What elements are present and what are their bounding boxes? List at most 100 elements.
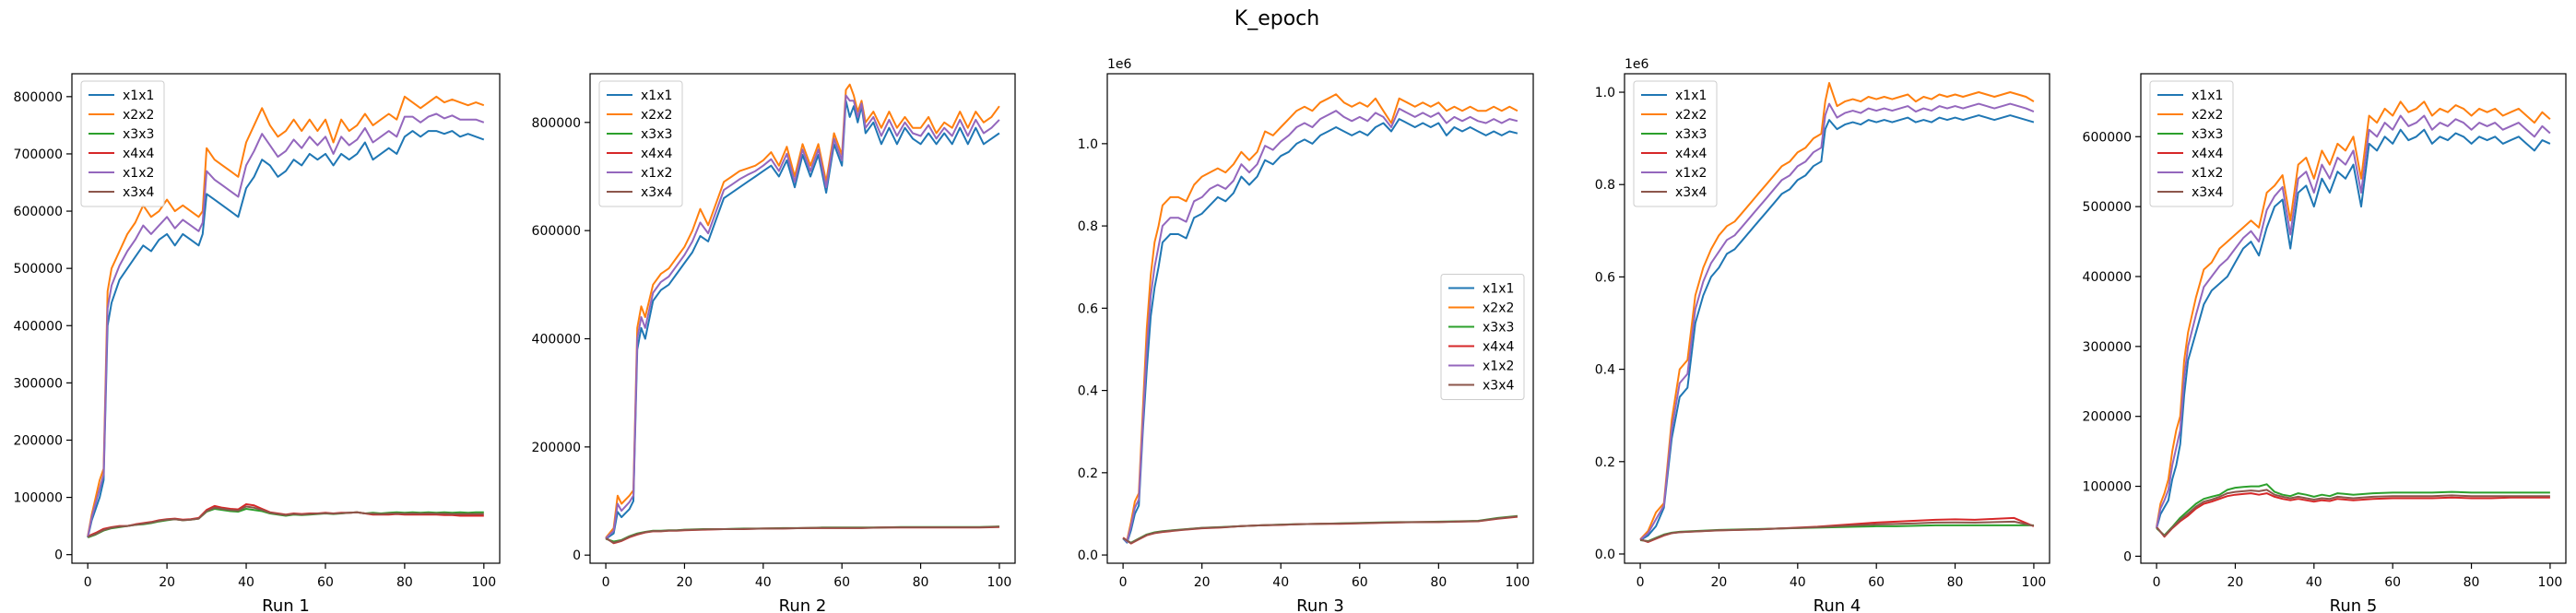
legend-label-x1x1: x1x1	[123, 88, 154, 103]
legend-label-x3x3: x3x3	[641, 127, 672, 142]
legend-label-x4x4: x4x4	[1483, 340, 1514, 355]
series-line-x4x4	[87, 503, 484, 537]
series-line-x1x1	[2156, 128, 2551, 529]
y-tick-label: 0	[573, 548, 581, 563]
x-tick-label: 0	[2153, 575, 2161, 590]
y-tick-label: 0	[54, 548, 63, 563]
subplot-3: 0 20 40 60 80 100 0.0 0.2 0.4 0.6 0.8 1.0 1e6 Run 3 x1…	[1078, 57, 1534, 613]
axis-scale-label: 1e6	[1107, 57, 1132, 72]
series-line-x2x2	[605, 83, 1000, 539]
x-tick-label: 100	[987, 575, 1012, 590]
series-line-x3x4	[87, 505, 484, 538]
series-line-x1x2	[2156, 114, 2551, 528]
x-axis-label: Run 4	[1814, 596, 1861, 613]
subplot-2: 0 20 40 60 80 100 0 200000 400000 600000 800000 Run…	[532, 73, 1016, 613]
series-group	[2156, 100, 2551, 538]
y-tick-label: 700000	[14, 147, 63, 162]
series-line-x3x4	[1122, 515, 1518, 545]
x-tick-label: 20	[677, 575, 693, 590]
x-tick-label: 20	[1711, 575, 1728, 590]
series-line-x4x4	[605, 525, 999, 545]
legend-label-x1x1: x1x1	[1483, 282, 1514, 297]
legend: x1x1 x2x2 x3x3 x4x4 x1x2 x3x4	[1440, 274, 1525, 400]
legend-label-x3x4: x3x4	[641, 185, 672, 200]
x-axis-label: Run 3	[1296, 596, 1344, 613]
x-tick-label: 60	[317, 575, 334, 590]
x-tick-label: 40	[755, 575, 772, 590]
x-tick-label: 0	[1637, 575, 1645, 590]
legend: x1x1 x2x2 x3x3 x4x4 x1x2 x3x4	[80, 80, 165, 207]
x-axis-label: Run 5	[2330, 596, 2378, 613]
legend-label-x3x3: x3x3	[1675, 127, 1707, 142]
legend-label-x3x3: x3x3	[123, 127, 154, 142]
x-tick-label: 80	[913, 575, 929, 590]
legend-label-x4x4: x4x4	[1675, 147, 1707, 161]
x-tick-label: 0	[84, 575, 92, 590]
y-tick-label: 0.4	[1595, 363, 1615, 378]
x-tick-label: 0	[602, 575, 610, 590]
legend-label-x3x4: x3x4	[2192, 185, 2223, 200]
y-tick-label: 200000	[14, 433, 63, 448]
y-tick-label: 200000	[2083, 410, 2132, 425]
y-tick-label: 0.8	[1595, 178, 1615, 193]
y-tick-label: 0.2	[1078, 466, 1098, 481]
x-tick-label: 60	[1352, 575, 1368, 590]
y-tick-label: 300000	[2083, 340, 2132, 355]
axes-frame	[71, 73, 501, 564]
legend-label-x1x2: x1x2	[1675, 166, 1707, 181]
series-line-x2x2	[1639, 82, 2035, 540]
legend-label-x3x4: x3x4	[1483, 379, 1514, 394]
axes-frame	[1624, 73, 2050, 564]
x-tick-label: 40	[1790, 575, 1806, 590]
legend-label-x4x4: x4x4	[641, 147, 672, 161]
x-tick-label: 100	[1506, 575, 1530, 590]
y-tick-label: 1.0	[1078, 137, 1098, 152]
x-tick-label: 80	[1947, 575, 1964, 590]
subplot-5: 0 20 40 60 80 100 0 100000 200000 300000 400000 500…	[2083, 73, 2567, 613]
legend-label-x1x1: x1x1	[2192, 88, 2223, 103]
x-tick-label: 60	[833, 575, 850, 590]
legend-label-x1x1: x1x1	[1675, 88, 1707, 103]
series-line-x3x4	[1639, 520, 2035, 543]
y-tick-label: 0.6	[1595, 270, 1615, 285]
series-line-x1x2	[1122, 107, 1518, 543]
legend-label-x1x1: x1x1	[641, 88, 672, 103]
series-group	[605, 83, 1000, 545]
y-tick-label: 100000	[2083, 480, 2132, 495]
legend-label-x1x2: x1x2	[2192, 166, 2223, 181]
y-tick-label: 600000	[14, 205, 63, 219]
axes-frame	[589, 73, 1016, 564]
y-tick-label: 0.4	[1078, 384, 1098, 399]
legend-box	[1633, 80, 1718, 207]
y-tick-label: 0.0	[1078, 548, 1098, 563]
legend-label-x2x2: x2x2	[641, 108, 672, 123]
series-line-x4x4	[2156, 492, 2550, 538]
axis-scale-label: 1e6	[1625, 57, 1649, 72]
legend-label-x1x2: x1x2	[1483, 360, 1514, 374]
legend-label-x3x4: x3x4	[1675, 185, 1707, 200]
y-tick-label: 0.8	[1078, 219, 1098, 234]
y-tick-label: 600000	[532, 224, 581, 239]
legend-box	[598, 80, 683, 207]
y-tick-label: 300000	[14, 376, 63, 391]
x-tick-label: 80	[2464, 575, 2480, 590]
x-tick-label: 60	[1868, 575, 1885, 590]
x-tick-label: 60	[2384, 575, 2401, 590]
y-tick-label: 100000	[14, 491, 63, 506]
y-tick-label: 600000	[2083, 130, 2132, 145]
legend: x1x1 x2x2 x3x3 x4x4 x1x2 x3x4	[598, 80, 683, 207]
legend-box	[80, 80, 165, 207]
legend-box	[1440, 274, 1525, 400]
legend: x1x1 x2x2 x3x3 x4x4 x1x2 x3x4	[1633, 80, 1718, 207]
x-tick-label: 80	[1430, 575, 1447, 590]
subplot-1: 0 20 40 60 80 100 0 100000 200000 300000 400000 500…	[14, 73, 501, 613]
y-tick-label: 1.0	[1595, 86, 1615, 100]
legend-box	[2149, 80, 2234, 207]
axes-frame	[2140, 73, 2567, 564]
series-line-x2x2	[2156, 100, 2551, 527]
legend-label-x3x4: x3x4	[123, 185, 154, 200]
legend-label-x3x3: x3x3	[1483, 321, 1514, 336]
x-tick-label: 20	[2227, 575, 2244, 590]
legend-label-x3x3: x3x3	[2192, 127, 2223, 142]
y-tick-label: 500000	[2083, 200, 2132, 215]
